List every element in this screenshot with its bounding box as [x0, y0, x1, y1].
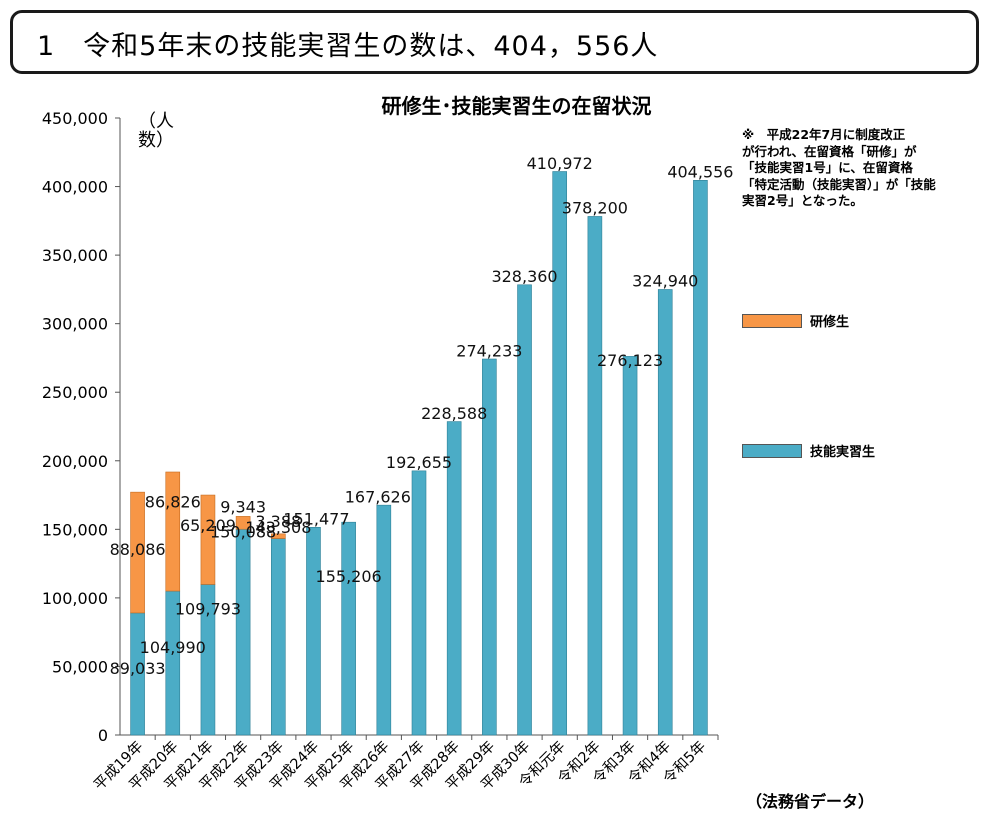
bar-technical-intern	[517, 284, 532, 736]
data-label-technical-intern: 192,655	[386, 453, 452, 472]
headline-banner: 1 令和5年末の技能実習生の数は、404，556人	[10, 10, 979, 74]
bar-trainee	[200, 494, 216, 585]
data-label-technical-intern: 151,477	[283, 510, 349, 529]
data-label-technical-intern: 274,233	[456, 341, 522, 360]
data-label-technical-intern: 109,793	[175, 600, 241, 619]
data-label-technical-intern: 328,360	[491, 267, 557, 286]
bar-technical-intern	[306, 527, 321, 736]
bar-technical-intern	[657, 289, 673, 736]
data-label-technical-intern: 324,940	[632, 272, 698, 291]
data-source: （法務省データ）	[746, 792, 875, 811]
bar-technical-intern	[446, 421, 462, 736]
legend-label-trainee: 研修生	[810, 315, 850, 330]
bar-technical-intern	[270, 538, 286, 736]
bar-technical-intern	[693, 180, 708, 736]
footnote: ※ 平成22年7月に制度改正 が行われ、在留資格「研修」が 「技能実習1号」に、…	[742, 127, 936, 208]
bar-technical-intern	[587, 216, 603, 736]
y-tick-label: 450,000	[42, 109, 108, 128]
y-tick-label: 0	[98, 726, 108, 745]
y-tick-label: 350,000	[42, 246, 108, 265]
data-label-trainee: 88,086	[110, 540, 166, 559]
legend-swatch-technical-intern	[742, 444, 802, 458]
data-label-technical-intern: 378,200	[562, 199, 628, 218]
data-label-technical-intern: 167,626	[345, 487, 411, 506]
bar-technical-intern	[341, 521, 356, 736]
bar-technical-intern	[482, 358, 497, 736]
bar-trainee	[270, 533, 286, 539]
y-tick-label: 100,000	[42, 589, 108, 608]
chart-title: 研修生･技能実習生の在留状況	[381, 94, 652, 118]
data-label-technical-intern: 404,556	[667, 163, 733, 182]
bar-technical-intern	[411, 470, 427, 736]
y-tick-label: 50,000	[52, 657, 108, 676]
y-tick-label: 300,000	[42, 315, 108, 334]
bar-trainee	[235, 516, 251, 530]
bar-technical-intern	[376, 504, 392, 736]
data-label-technical-intern: 228,588	[421, 404, 487, 423]
data-label-trainee: 86,826	[145, 493, 201, 512]
y-tick-label: 400,000	[42, 178, 108, 197]
data-label-trainee: 65,209	[180, 516, 236, 535]
bar-trainee	[130, 491, 145, 614]
data-label-technical-intern: 276,123	[597, 351, 663, 370]
data-label-technical-intern: 410,972	[527, 154, 593, 173]
bar-technical-intern	[552, 171, 568, 736]
data-label-technical-intern: 155,206	[316, 567, 382, 586]
bar-technical-intern	[622, 356, 638, 736]
y-axis-unit-label: （人数）	[138, 111, 174, 151]
headline-text: 1 令和5年末の技能実習生の数は、404，556人	[37, 31, 659, 62]
data-label-technical-intern: 143,308	[245, 518, 311, 537]
data-label-trainee: 9,343	[220, 497, 266, 516]
legend-label-technical-intern: 技能実習生	[810, 445, 876, 460]
bar-technical-intern	[235, 528, 251, 736]
y-tick-label: 200,000	[42, 452, 108, 471]
y-tick-label: 150,000	[42, 520, 108, 539]
legend-swatch-trainee	[742, 314, 802, 328]
bar-trainee	[165, 471, 181, 592]
data-label-technical-intern: 104,990	[140, 638, 206, 657]
data-label-technical-intern: 150,088	[210, 522, 276, 541]
data-label-technical-intern: 89,033	[110, 659, 166, 678]
data-label-trainee: 3,388	[255, 512, 301, 531]
y-tick-label: 250,000	[42, 383, 108, 402]
